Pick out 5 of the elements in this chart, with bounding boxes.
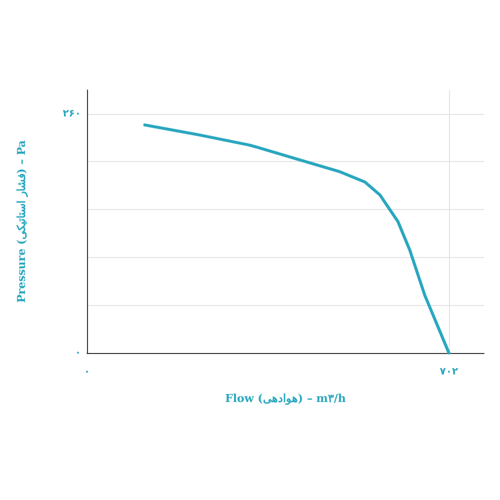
y-axis-title: Pressure (فشار استاتیکی) – Pa [15, 140, 28, 303]
x-axis-title: Flow (هوادهی) – m۳/h [225, 392, 346, 405]
x-tick-label: ۷۰۲ [440, 366, 458, 378]
y-tick-label: ۲۶۰ [62, 108, 81, 120]
line-series [143, 123, 450, 354]
